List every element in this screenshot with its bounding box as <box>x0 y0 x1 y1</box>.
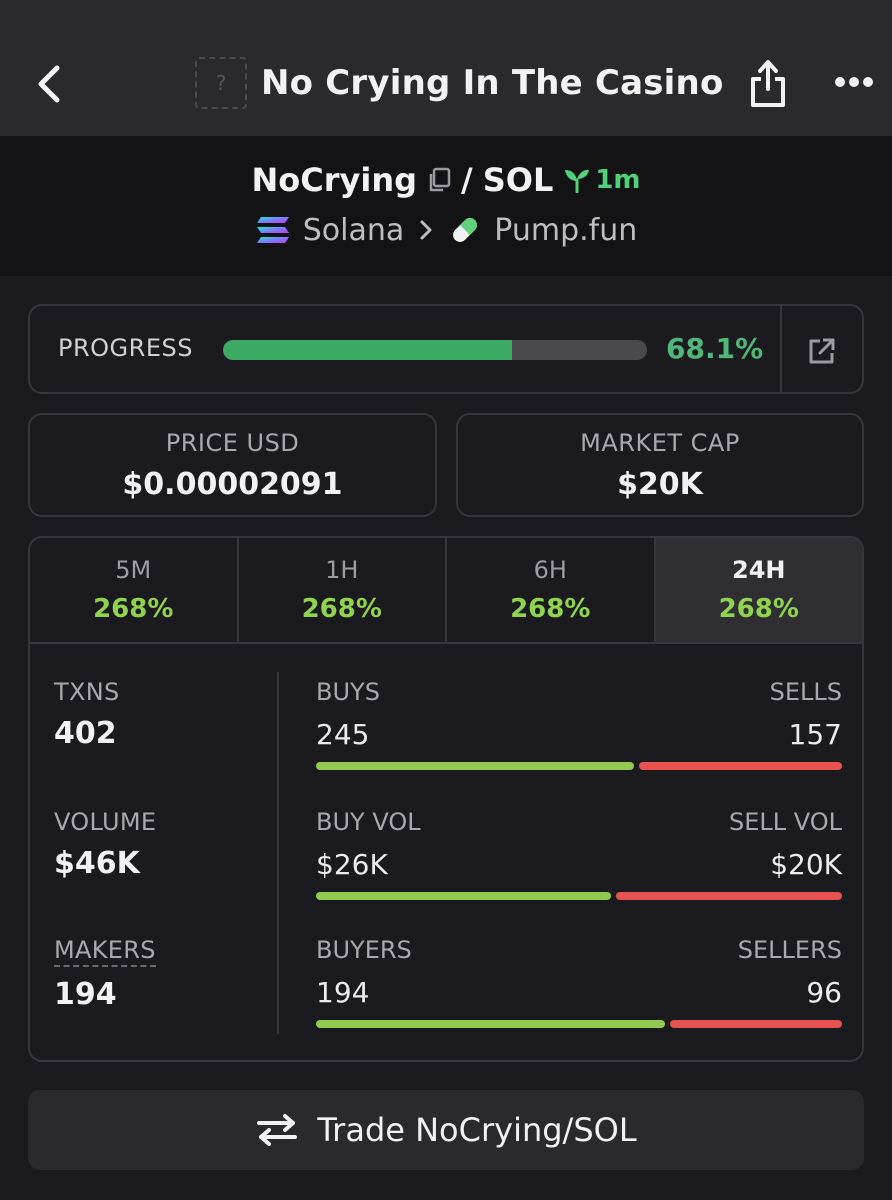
buy-ratio-bar <box>316 1020 666 1028</box>
makers-metric: MAKERS 194 <box>54 936 156 1012</box>
sellers-label: SELLERS <box>737 936 842 964</box>
price-change-value: 268% <box>93 594 174 624</box>
price-change-value: 268% <box>510 594 591 624</box>
price-change-value: 268% <box>301 594 382 624</box>
tab-24h[interactable]: 24H 268% <box>655 538 862 642</box>
pill-icon <box>453 218 478 242</box>
progress-bar-fill <box>223 340 512 360</box>
sell-volume-value: $20K <box>770 848 842 881</box>
buy-ratio-bar <box>316 762 634 770</box>
sprout-icon <box>565 169 590 193</box>
pair-header: NoCrying / SOL 1m <box>0 136 892 276</box>
buy-ratio-bar <box>316 892 611 900</box>
buys-sells-split: BUYS SELLS 245 157 <box>316 678 842 770</box>
txns-value: 402 <box>54 716 117 751</box>
volume-metric: VOLUME $46K <box>54 808 156 881</box>
token-image-placeholder: ? <box>195 57 247 109</box>
pair-age-text: 1m <box>595 165 641 195</box>
makers-value: 194 <box>54 977 117 1012</box>
progress-bar <box>223 340 647 360</box>
price-usd-value: $0.00002091 <box>122 467 343 502</box>
pair-name-row: NoCrying / SOL 1m <box>0 158 892 202</box>
sells-label: SELLS <box>769 678 842 706</box>
pair-separator: / <box>461 161 473 199</box>
sell-volume-label: SELL VOL <box>728 808 842 836</box>
share-button[interactable] <box>742 54 794 112</box>
open-external-button[interactable] <box>800 334 844 368</box>
chevron-left-icon <box>38 65 60 103</box>
trade-button[interactable]: Trade NoCrying/SOL <box>28 1090 864 1170</box>
placeholder-question-icon: ? <box>215 71 227 95</box>
buy-volume-label: BUY VOL <box>316 808 421 836</box>
base-token-symbol: NoCrying <box>251 161 418 199</box>
buys-sells-ratio-bar <box>316 762 842 770</box>
chain-name[interactable]: Solana <box>302 212 405 248</box>
transactions-card: 5M 268% 1H 268% 6H 268% 24H 268% TXNS 40… <box>28 536 864 1062</box>
tab-label: 6H <box>533 556 567 584</box>
tab-label: 1H <box>325 556 359 584</box>
quote-token-symbol: SOL <box>482 161 554 199</box>
progress-divider <box>780 306 782 392</box>
buys-value: 245 <box>316 718 370 751</box>
timeframe-tabs: 5M 268% 1H 268% 6H 268% 24H 268% <box>30 538 862 644</box>
buy-sell-volume-split: BUY VOL SELL VOL $26K $20K <box>316 808 842 900</box>
sells-value: 157 <box>788 718 842 751</box>
sell-ratio-bar <box>615 892 842 900</box>
solana-logo-icon <box>256 217 289 243</box>
back-button[interactable] <box>26 58 70 110</box>
chevron-right-icon <box>420 220 432 240</box>
top-navigation-bar: ? No Crying In The Casino <box>0 0 892 136</box>
swap-arrows-icon <box>257 1114 298 1146</box>
price-usd-label: PRICE USD <box>165 429 300 457</box>
trade-button-label: Trade NoCrying/SOL <box>317 1111 637 1149</box>
sell-ratio-bar <box>638 762 842 770</box>
market-cap-card: MARKET CAP $20K <box>456 413 864 517</box>
column-divider <box>277 672 279 1034</box>
makers-label[interactable]: MAKERS <box>54 936 156 967</box>
volume-value: $46K <box>54 846 140 881</box>
chain-breadcrumb: Solana Pump.fun <box>0 208 892 252</box>
tab-1h[interactable]: 1H 268% <box>239 538 447 642</box>
price-usd-card: PRICE USD $0.00002091 <box>28 413 437 517</box>
tab-label: 5M <box>115 556 152 584</box>
price-change-value: 268% <box>718 594 799 624</box>
txns-label: TXNS <box>54 678 120 706</box>
volume-ratio-bar <box>316 892 842 900</box>
bonding-progress-card: PROGRESS 68.1% <box>28 304 864 394</box>
buyers-value: 194 <box>316 976 370 1009</box>
dex-name[interactable]: Pump.fun <box>494 212 638 248</box>
buy-volume-value: $26K <box>316 848 388 881</box>
sell-ratio-bar <box>670 1020 842 1028</box>
buyers-label: BUYERS <box>316 936 412 964</box>
market-cap-value: $20K <box>617 467 703 502</box>
progress-label: PROGRESS <box>58 334 193 362</box>
sellers-value: 96 <box>806 976 842 1009</box>
txns-metric: TXNS 402 <box>54 678 120 751</box>
buys-label: BUYS <box>316 678 380 706</box>
pair-age-badge: 1m <box>563 165 641 195</box>
page-title: No Crying In The Casino <box>261 63 724 103</box>
buyers-sellers-split: BUYERS SELLERS 194 96 <box>316 936 842 1028</box>
copy-icon[interactable] <box>427 167 451 193</box>
progress-value: 68.1% <box>666 332 764 365</box>
tab-6h[interactable]: 6H 268% <box>447 538 656 642</box>
more-horizontal-icon <box>835 77 873 87</box>
buyers-ratio-bar <box>316 1020 842 1028</box>
market-cap-label: MARKET CAP <box>580 429 740 457</box>
tab-5m[interactable]: 5M 268% <box>30 538 239 642</box>
volume-label: VOLUME <box>54 808 157 836</box>
more-options-button[interactable] <box>828 62 880 102</box>
share-icon <box>751 60 785 107</box>
external-link-icon <box>809 338 835 364</box>
tab-label: 24H <box>732 556 786 584</box>
